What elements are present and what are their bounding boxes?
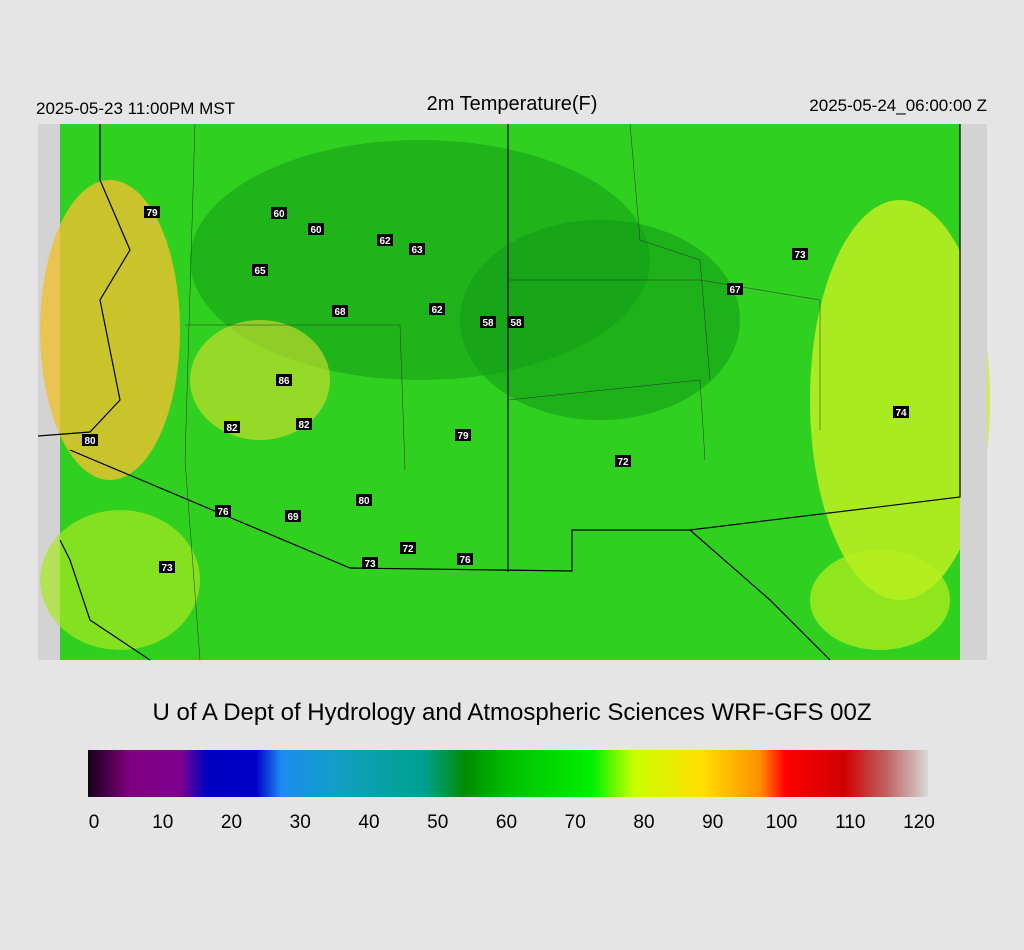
station-value: 62	[379, 236, 391, 247]
station-value: 68	[334, 307, 346, 318]
colorbar-tick-label: 50	[427, 812, 448, 833]
map	[37, 123, 990, 661]
station-box	[615, 455, 631, 467]
station-box	[224, 421, 240, 433]
station-value: 63	[411, 245, 423, 256]
station-value: 80	[358, 496, 370, 507]
station-box	[429, 303, 445, 315]
colorbar-tick-label: 60	[496, 812, 517, 833]
station-value: 73	[364, 559, 376, 570]
station-box	[332, 305, 348, 317]
station-box	[252, 264, 268, 276]
station-value: 67	[729, 285, 741, 296]
colorbar-tick-label: 90	[702, 812, 723, 833]
colorbar-tick-label: 10	[152, 812, 173, 833]
station-value: 58	[482, 318, 494, 329]
station-value: 79	[457, 431, 469, 442]
station-box	[271, 207, 287, 219]
station-box	[362, 557, 378, 569]
station-box	[508, 316, 524, 328]
station-value: 72	[402, 544, 414, 555]
colorbar-tick-label: 40	[358, 812, 379, 833]
map-title: 2m Temperature(F)	[427, 93, 598, 115]
station-value: 58	[510, 318, 522, 329]
station-value: 76	[217, 507, 229, 518]
colorbar-tick-label: 30	[290, 812, 311, 833]
station-box	[480, 316, 496, 328]
station-value: 80	[84, 436, 96, 447]
station-box	[296, 418, 312, 430]
station-value: 72	[617, 457, 629, 468]
station-box	[215, 505, 231, 517]
station-value: 82	[298, 420, 310, 431]
credit: U of A Dept of Hydrology and Atmospheric…	[153, 699, 872, 726]
colorbar-tick-label: 100	[766, 812, 798, 833]
colorbar-tick-label: 20	[221, 812, 242, 833]
station-box	[377, 234, 393, 246]
station-box	[144, 206, 160, 218]
valid-utc-time: 2025-05-24_06:00:00 Z	[809, 96, 987, 115]
station-value: 79	[146, 208, 158, 219]
station-box	[409, 243, 425, 255]
station-box	[356, 494, 372, 506]
station-box	[457, 553, 473, 565]
station-value: 76	[459, 555, 471, 566]
station-box	[727, 283, 743, 295]
station-value: 60	[273, 209, 285, 220]
valid-local-time: 2025-05-23 11:00PM MST	[36, 99, 235, 118]
station-value: 86	[278, 376, 290, 387]
station-box	[400, 542, 416, 554]
station-value: 73	[161, 563, 173, 574]
station-box	[455, 429, 471, 441]
station-box	[82, 434, 98, 446]
colorbar-tick-label: 70	[565, 812, 586, 833]
station-value: 69	[287, 512, 299, 523]
station-value: 62	[431, 305, 443, 316]
colorbar	[88, 750, 928, 797]
colorbar-tick-label: 0	[89, 812, 100, 833]
station-value: 74	[895, 408, 907, 419]
colorbar-tick-label: 80	[633, 812, 654, 833]
station-box	[308, 223, 324, 235]
colorbar-tick-label: 110	[835, 812, 865, 833]
station-box	[285, 510, 301, 522]
station-box	[159, 561, 175, 573]
station-value: 65	[254, 266, 266, 277]
colorbar-tick-label: 120	[903, 812, 935, 833]
station-box	[276, 374, 292, 386]
station-value: 82	[226, 423, 238, 434]
station-value: 60	[310, 225, 322, 236]
station-box	[792, 248, 808, 260]
station-box	[893, 406, 909, 418]
station-value: 73	[794, 250, 806, 261]
